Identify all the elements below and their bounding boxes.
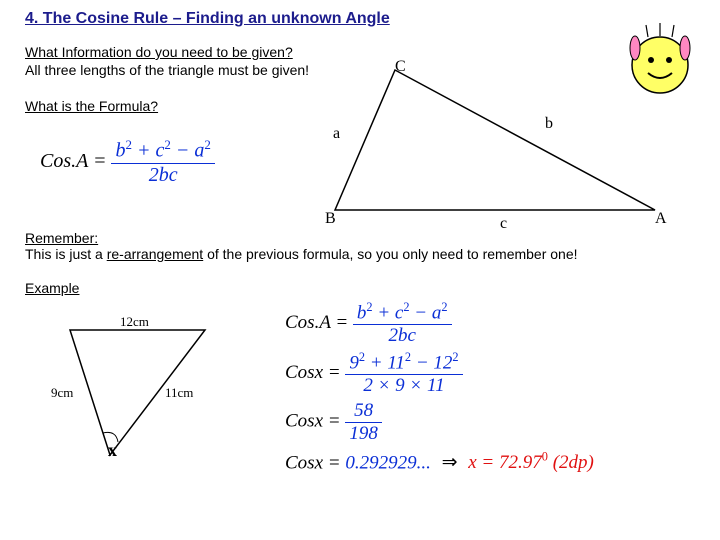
section-title: 4. The Cosine Rule – Finding an unknown … bbox=[25, 10, 390, 28]
remember-block: Remember: This is just a re-arrangement … bbox=[25, 230, 578, 262]
answer-info: All three lengths of the triangle must b… bbox=[25, 62, 309, 78]
example-label: Example bbox=[25, 280, 79, 296]
main-formula: Cos.A = b2 + c2 − a2 2bc bbox=[40, 138, 215, 187]
question-info: What Information do you need to be given… bbox=[25, 44, 293, 60]
side-12cm: 12cm bbox=[120, 314, 149, 330]
side-11cm: 11cm bbox=[165, 385, 193, 401]
triangle-shape bbox=[325, 60, 665, 230]
step-formula-4: Cosx = 0.292929... ⇒ x = 72.970 (2dp) bbox=[285, 450, 594, 474]
step-formula-2: Cosx = 92 + 112 − 122 2 × 9 × 11 bbox=[285, 350, 463, 397]
vertex-A: A bbox=[655, 210, 667, 228]
angle-x: x bbox=[108, 440, 117, 461]
side-b: b bbox=[545, 115, 553, 133]
side-a: a bbox=[333, 125, 340, 143]
reference-triangle: C B A a b c bbox=[325, 60, 665, 230]
side-9cm: 9cm bbox=[51, 385, 73, 401]
smiley-icon bbox=[620, 20, 700, 110]
question-formula: What is the Formula? bbox=[25, 98, 158, 114]
step-formula-1: Cos.A = b2 + c2 − a2 2bc bbox=[285, 300, 452, 347]
vertex-C: C bbox=[395, 58, 406, 76]
formula-lhs: Cos.A bbox=[40, 150, 88, 172]
vertex-B: B bbox=[325, 210, 336, 228]
remember-label: Remember: bbox=[25, 230, 98, 246]
formula-fraction: b2 + c2 − a2 2bc bbox=[111, 138, 214, 187]
example-triangle: 12cm 9cm 11cm bbox=[45, 310, 235, 470]
step-formula-3: Cosx = 58 198 bbox=[285, 400, 382, 445]
example-triangle-shape bbox=[45, 310, 235, 470]
